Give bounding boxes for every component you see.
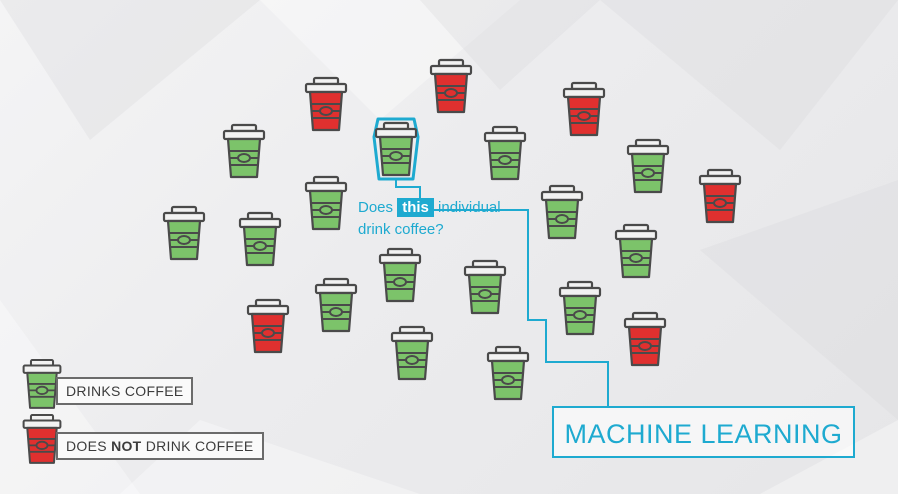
question-highlight: this <box>397 198 434 217</box>
green-coffee-cup-icon <box>558 280 602 336</box>
background-facet <box>700 180 898 420</box>
green-coffee-cup-icon <box>304 175 348 231</box>
green-coffee-cup-icon <box>238 211 282 267</box>
legend-red-cup-icon <box>22 413 62 464</box>
green-coffee-cup-icon <box>463 259 507 315</box>
background-facet <box>0 0 260 140</box>
green-coffee-cup-icon <box>540 184 584 240</box>
green-coffee-cup-icon <box>486 345 530 401</box>
green-coffee-cup-icon <box>378 247 422 303</box>
background-facet <box>420 0 600 90</box>
legend-icons <box>22 358 62 464</box>
red-coffee-cup-icon <box>429 58 473 114</box>
cup-cluster <box>162 58 742 401</box>
question-line2: drink coffee? <box>358 221 444 238</box>
machine-learning-label: MACHINE LEARNING <box>564 419 843 449</box>
connector-line <box>395 178 609 406</box>
green-coffee-cup-icon <box>390 325 434 381</box>
legend-not-drink-label: DOES NOT DRINK COFFEE <box>56 432 264 460</box>
selected-green-cup-icon <box>374 121 418 177</box>
legend-drinks-label: DRINKS COFFEE <box>56 377 194 405</box>
legend-not-drink-bold: NOT <box>111 438 142 454</box>
green-coffee-cup-icon <box>222 123 266 179</box>
question-text: Does this individual drink coffee? <box>358 197 501 241</box>
green-coffee-cup-icon <box>614 223 658 279</box>
red-coffee-cup-icon <box>698 168 742 224</box>
red-coffee-cup-icon <box>623 311 667 367</box>
green-coffee-cup-icon <box>162 205 206 261</box>
selected-cup <box>372 117 420 181</box>
green-coffee-cup-icon <box>314 277 358 333</box>
legend-not-drink-prefix: DOES <box>66 438 112 454</box>
green-coffee-cup-icon <box>483 125 527 181</box>
question-suffix: individual <box>438 199 501 216</box>
selection-highlight <box>372 117 420 181</box>
legend-green-cup-icon <box>22 358 62 409</box>
background-facet <box>600 0 898 150</box>
background-facet <box>260 0 520 120</box>
red-coffee-cup-icon <box>246 298 290 354</box>
red-coffee-cup-icon <box>304 76 348 132</box>
machine-learning-box: MACHINE LEARNING <box>552 406 855 458</box>
red-coffee-cup-icon <box>562 81 606 137</box>
green-coffee-cup-icon <box>626 138 670 194</box>
legend-drinks-text: DRINKS COFFEE <box>66 383 184 399</box>
question-prefix: Does <box>358 199 394 216</box>
legend-not-drink-suffix: DRINK COFFEE <box>141 438 254 454</box>
